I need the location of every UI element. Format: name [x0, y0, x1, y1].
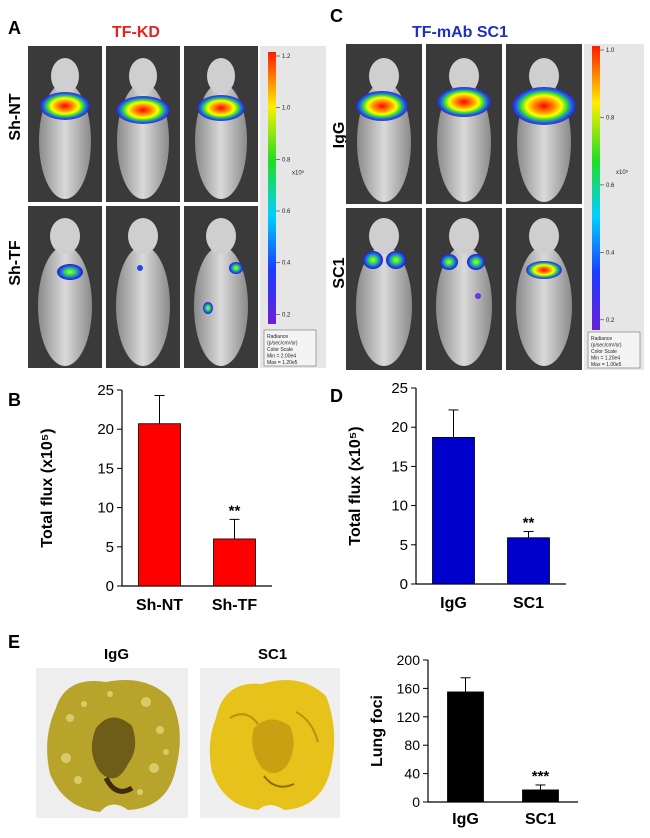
y-tick-label: 80 — [404, 737, 420, 753]
y-tick-label: 0 — [412, 794, 420, 810]
mouse-image-igg-1 — [346, 44, 422, 204]
colorbar-legend-box — [263, 329, 317, 367]
panel-c-letter: C — [330, 6, 343, 26]
y-tick-label: 10 — [391, 498, 408, 515]
y-tick-label: 25 — [97, 382, 114, 399]
colorbar-c — [592, 46, 600, 330]
colorbar-unit: x10⁵ — [616, 169, 629, 176]
y-axis-label: Total flux (x10⁵) — [39, 428, 56, 547]
y-tick-label: 20 — [97, 421, 114, 438]
colorbar-tick-label: 0.6 — [282, 209, 291, 215]
colorbar-legend-line: Max = 1.00e5 — [591, 362, 622, 368]
colorbar-legend-line: Min = 1.20e4 — [591, 356, 620, 362]
panel-a-letter: A — [8, 18, 21, 38]
mouse-image-sc1-1 — [346, 208, 422, 370]
y-tick-label: 15 — [391, 458, 408, 475]
lung-photo-sc1 — [200, 668, 340, 818]
y-tick-label: 160 — [397, 680, 421, 696]
x-tick-label-sh-tf: Sh-TF — [212, 597, 258, 614]
y-tick-label: 5 — [400, 537, 408, 554]
y-tick-label: 0 — [106, 578, 114, 595]
colorbar-legend-line: Radiance — [267, 334, 288, 340]
colorbar-a — [268, 52, 276, 324]
photo-label-sc1: SC1 — [258, 646, 288, 663]
y-axis-label: Total flux (x10⁵) — [347, 426, 364, 545]
y-tick-label: 120 — [397, 709, 421, 725]
mouse-image-igg-2 — [426, 44, 502, 204]
bar-sh-tf — [213, 538, 256, 587]
row-label-sh-nt: Sh-NT — [7, 93, 24, 141]
y-tick-label: 10 — [97, 500, 114, 517]
mouse-image-sh-tf-2 — [106, 206, 180, 368]
mouse-image-sh-tf-1 — [28, 206, 102, 368]
panel-b-letter: B — [8, 390, 21, 410]
colorbar-legend-line: (p/sec/cm²/sr) — [267, 341, 298, 347]
x-tick-label-sc1: SC1 — [513, 595, 544, 612]
panel-d-letter: D — [330, 386, 343, 406]
x-tick-label-igg: IgG — [440, 595, 467, 612]
row-label-sh-tf: Sh-TF — [7, 240, 24, 286]
panel-e-letter: E — [8, 632, 21, 652]
mouse-image-sh-tf-3 — [184, 206, 258, 368]
panel-c-image-grid: 1.0 0.8 0.6 0.4 0.2 x10⁵ Radiance(p/sec/cm²/s… — [346, 44, 644, 370]
colorbar-tick-label: 0.8 — [282, 157, 291, 163]
colorbar-unit: x10⁵ — [292, 169, 305, 176]
bar-igg — [447, 691, 484, 803]
significance-mark: ** — [229, 502, 241, 519]
colorbar-legend-line: Color Scale — [267, 347, 293, 353]
colorbar-tick-label: 0.6 — [606, 183, 615, 189]
colorbar-tick-label: 0.4 — [282, 261, 291, 267]
lung-photo-igg — [36, 668, 188, 818]
mouse-image-sc1-2 — [426, 208, 502, 370]
x-tick-label-sh-nt: Sh-NT — [136, 597, 183, 614]
colorbar-legend-line: Max = 1.20e5 — [267, 360, 298, 366]
y-tick-label: 40 — [404, 766, 420, 782]
y-tick-label: 200 — [397, 652, 421, 668]
mouse-image-sc1-3 — [506, 208, 582, 370]
significance-mark: ** — [523, 514, 535, 531]
mouse-image-igg-3 — [506, 44, 582, 204]
colorbar-legend-box — [587, 331, 641, 369]
colorbar-tick-label: 1.0 — [606, 48, 615, 54]
colorbar-legend-line: (p/sec/cm²/sr) — [591, 343, 622, 349]
y-tick-label: 15 — [97, 460, 114, 477]
panel-c-title: TF-mAb SC1 — [412, 24, 508, 41]
panel-a-image-grid: 1.2 1.0 0.8 0.6 0.4 0.2 x10⁵ Radiance(p/sec/cm… — [28, 46, 326, 368]
y-tick-label: 20 — [391, 419, 408, 436]
colorbar-legend-line: Radiance — [591, 336, 612, 342]
panel-a-title: TF-KD — [112, 24, 160, 41]
mouse-image-sh-nt-1 — [28, 46, 102, 202]
bar-sc1 — [522, 789, 559, 803]
chart-e: 0 40 80 120 160 200 Lung foci IgG *** SC1 — [369, 652, 578, 828]
y-axis-label: Lung foci — [369, 695, 386, 767]
y-tick-label: 5 — [106, 539, 114, 556]
colorbar-tick-label: 0.8 — [606, 115, 615, 121]
significance-mark: *** — [532, 768, 550, 785]
y-tick-label: 0 — [400, 576, 408, 593]
y-tick-label: 25 — [391, 380, 408, 397]
colorbar-tick-label: 1.2 — [282, 54, 291, 60]
colorbar-tick-label: 0.2 — [282, 312, 291, 318]
colorbar-tick-label: 1.0 — [282, 106, 291, 112]
colorbar-tick-label: 0.4 — [606, 250, 615, 256]
colorbar-legend-line: Min = 2.00e4 — [267, 354, 296, 360]
chart-b: 0 5 10 15 20 25 Total flux (x10⁵) Sh-NT ** Sh-TF — [39, 382, 272, 614]
x-tick-label-igg: IgG — [452, 811, 479, 828]
x-tick-label-sc1: SC1 — [525, 811, 556, 828]
colorbar-tick-label: 0.2 — [606, 318, 615, 324]
mouse-image-sh-nt-3 — [184, 46, 258, 202]
bar-igg — [432, 436, 475, 585]
photo-label-igg: IgG — [104, 646, 129, 663]
bar-sc1 — [507, 537, 550, 585]
bar-sh-nt — [138, 423, 181, 587]
colorbar-legend-line: Color Scale — [591, 349, 617, 355]
mouse-image-sh-nt-2 — [106, 46, 180, 202]
chart-d: 0 5 10 15 20 25 Total flux (x10⁵) IgG ** SC1 — [347, 380, 566, 612]
